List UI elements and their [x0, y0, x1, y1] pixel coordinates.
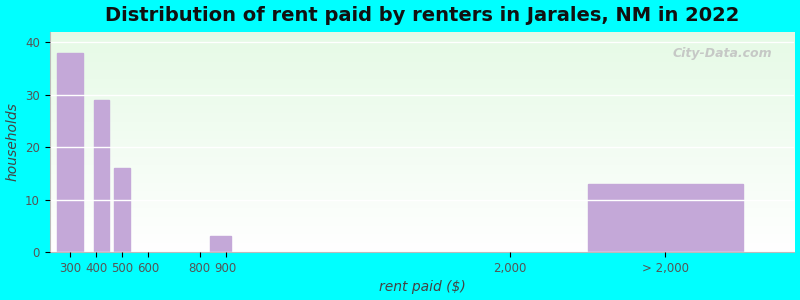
Bar — [114, 168, 130, 252]
Y-axis label: households: households — [6, 103, 19, 182]
Text: City-Data.com: City-Data.com — [673, 47, 772, 60]
X-axis label: rent paid ($): rent paid ($) — [378, 280, 466, 294]
Bar — [58, 53, 83, 252]
Bar — [587, 184, 742, 252]
Bar — [94, 100, 109, 252]
Bar — [210, 236, 230, 252]
Title: Distribution of rent paid by renters in Jarales, NM in 2022: Distribution of rent paid by renters in … — [105, 6, 739, 25]
